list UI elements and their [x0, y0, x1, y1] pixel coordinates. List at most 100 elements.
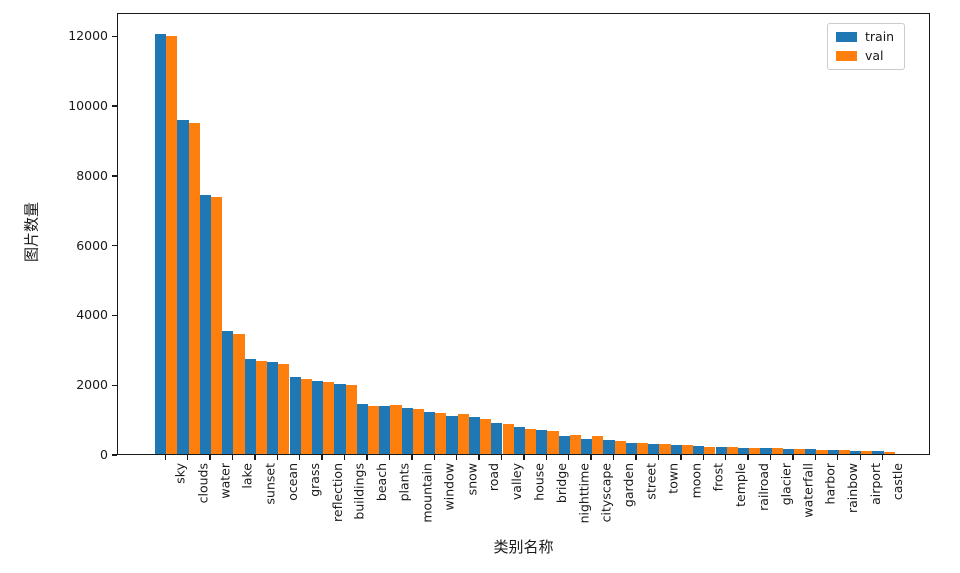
y-axis-title-text: 图片数量 [22, 201, 41, 263]
x-tick-label-text: sky [172, 463, 188, 484]
y-tick-label: 10000 [68, 98, 108, 114]
x-tick-label-text: moon [688, 463, 704, 499]
y-tick-mark [111, 35, 117, 38]
bar-val-harbor [816, 449, 828, 454]
x-tick-mark [612, 455, 615, 460]
bar-val-mountain [412, 409, 424, 454]
x-tick-mark [725, 455, 727, 460]
bar-train-mountain [401, 407, 413, 454]
x-tick-mark [814, 455, 817, 460]
bar-val-garden [614, 440, 626, 454]
x-tick-label-text: grass [307, 463, 323, 497]
x-tick-mark [500, 455, 503, 460]
x-tick-mark [299, 455, 301, 460]
plot-area [117, 13, 930, 455]
bar-val-sky [166, 36, 178, 454]
bar-val-airport [861, 450, 873, 454]
bar-train-water [199, 194, 212, 454]
x-tick-mark [411, 455, 413, 460]
x-tick-mark [254, 455, 256, 460]
bar-val-valley [502, 424, 514, 454]
x-tick-label-text: street [643, 463, 659, 500]
bar-train-ocean [267, 361, 279, 454]
x-tick-mark [186, 455, 189, 460]
bar-val-clouds [188, 122, 200, 454]
bar-train-buildings [334, 383, 346, 454]
x-tick-mark [792, 455, 794, 460]
bar-val-rainbow [838, 450, 850, 454]
x-tick-label-text: railroad [755, 463, 771, 511]
bar-train-bridge [536, 430, 548, 454]
x-tick-label-text: snow [464, 463, 480, 496]
legend-label: train [865, 29, 895, 44]
x-tick-mark [276, 455, 278, 460]
x-tick-label-text: cityscape [598, 463, 614, 523]
y-tick-mark [111, 105, 117, 107]
bar-val-grass [300, 379, 312, 454]
x-tick-label-text: sunset [262, 463, 278, 505]
x-tick-mark [702, 455, 704, 460]
x-tick-label-text: plants [396, 463, 412, 502]
x-tick-label-text: garden [621, 463, 637, 508]
x-tick-mark [321, 455, 323, 460]
legend-label: val [865, 48, 884, 63]
bar-val-nighttime [569, 434, 581, 454]
bar-val-sunset [255, 360, 268, 454]
legend-entry-val: val [836, 49, 894, 63]
bar-train-harbor [805, 449, 817, 454]
bar-val-glacier [771, 448, 783, 454]
x-tick-mark [657, 455, 660, 460]
x-tick-mark [859, 455, 861, 460]
bar-train-window [424, 411, 436, 454]
x-tick-mark [680, 455, 682, 460]
x-tick-mark [747, 455, 749, 460]
x-tick-label-text: bridge [553, 463, 569, 504]
legend-swatch-val [836, 51, 857, 61]
bar-val-street [637, 443, 649, 454]
x-tick-mark [590, 455, 592, 460]
bar-train-plants [379, 405, 391, 454]
bars-container [118, 14, 929, 454]
bar-train-street [625, 442, 637, 454]
bar-train-cityscape [580, 438, 593, 454]
bar-train-clouds [177, 119, 189, 454]
legend: train val [827, 23, 906, 70]
x-tick-label-text: town [665, 463, 681, 494]
x-tick-label-text: waterfall [800, 463, 816, 518]
bar-val-bridge [547, 431, 559, 454]
y-tick-label: 6000 [76, 237, 108, 253]
bar-val-town [659, 443, 671, 454]
bar-val-railroad [749, 447, 761, 454]
bar-val-temple [726, 447, 738, 454]
y-tick-mark [111, 314, 117, 317]
bar-train-railroad [737, 447, 750, 454]
x-tick-label-text: ocean [284, 463, 300, 501]
x-tick-label-text: castle [890, 463, 906, 501]
x-tick-label-text: nighttime [576, 463, 592, 524]
bar-val-moon [681, 445, 694, 454]
x-tick-mark [366, 455, 368, 460]
bar-train-nighttime [558, 435, 570, 454]
x-tick-mark [388, 455, 391, 460]
x-tick-label-text: valley [509, 463, 524, 501]
x-tick-mark [164, 455, 166, 460]
bar-train-grass [289, 376, 301, 454]
x-tick-label-text: temple [733, 463, 749, 507]
y-tick-mark [111, 454, 117, 456]
x-tick-mark [568, 455, 570, 460]
bar-val-lake [233, 333, 245, 454]
x-tick-mark [635, 455, 637, 460]
x-tick-label-text: reflection [329, 463, 345, 522]
x-tick-mark [523, 455, 525, 460]
bar-train-valley [491, 423, 503, 454]
bar-val-reflection [323, 382, 335, 454]
x-tick-mark [837, 455, 839, 460]
x-tick-mark [455, 455, 458, 460]
bar-train-frost [693, 446, 705, 454]
x-tick-label-text: house [531, 463, 547, 501]
x-tick-label-text: beach [374, 463, 390, 502]
bar-val-waterfall [793, 448, 806, 454]
x-tick-mark [769, 455, 772, 460]
x-tick-label-text: clouds [195, 463, 211, 504]
x-tick-mark [209, 455, 211, 460]
